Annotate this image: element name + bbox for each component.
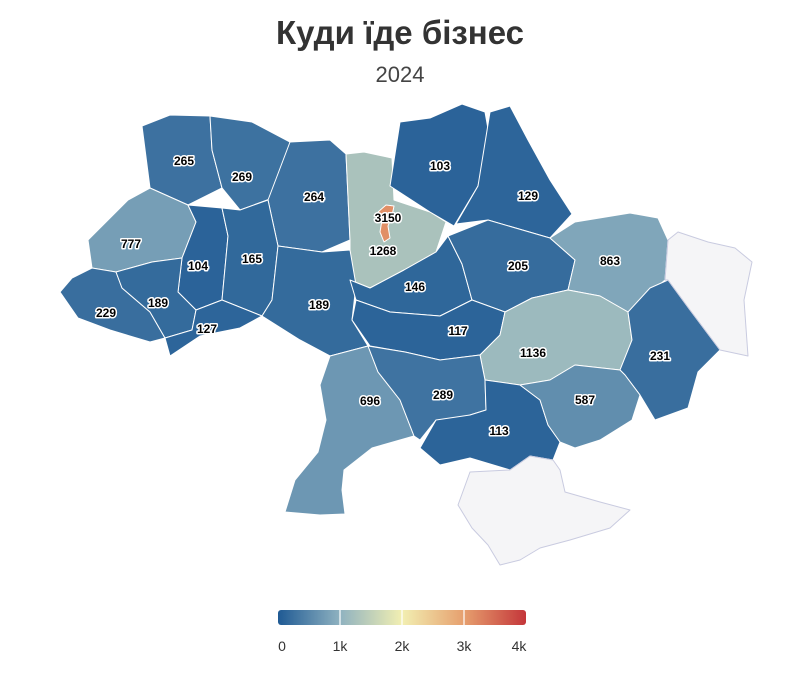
region-value-label-mykolaiv: 289 [433,388,453,402]
color-legend: 0 1k 2k 3k 4k [278,610,528,654]
region-value-label-kyiv-city: 3150 [375,211,402,225]
region-value-label-ivano-frankivsk: 189 [148,296,168,310]
region-sumy [455,105,573,239]
legend-tick: 0 [278,638,286,654]
region-value-label-kirovohrad: 117 [448,324,468,338]
region-value-label-lviv: 777 [121,237,141,251]
region-value-label-cherkasy: 146 [405,280,425,294]
region-crimea [457,455,631,566]
legend-tick: 1k [333,638,349,654]
region-value-label-ternopil: 104 [188,259,208,273]
region-value-label-rivne: 269 [232,170,252,184]
region-value-label-vinnytsia: 189 [309,298,329,312]
region-value-label-khmelnytskyi: 165 [242,252,262,266]
region-value-label-volyn: 265 [174,154,194,168]
region-value-label-kherson: 113 [489,424,509,438]
region-value-label-donetsk: 231 [650,349,670,363]
region-kyiv-city [377,204,395,243]
region-value-label-odesa: 696 [360,394,380,408]
region-value-label-sumy: 129 [518,189,538,203]
legend-tick: 4k [512,638,528,654]
chart-subtitle: 2024 [375,62,425,87]
region-value-label-zaporizhzhia: 587 [575,393,595,407]
chart-title: Куди їде бізнес [276,14,524,51]
region-value-label-kharkiv: 863 [600,254,620,268]
region-chernivtsi [164,299,263,357]
region-value-label-chernivtsi: 127 [197,322,217,336]
region-value-label-poltava: 205 [508,259,528,273]
ukraine-choropleth-map: 265 269 264 1268 103 129 777 104 165 189 146 205 863… [59,103,753,566]
region-value-label-zakarpattia: 229 [96,306,116,320]
region-value-label-kyiv-oblast: 1268 [370,244,397,258]
region-value-label-zhytomyr: 264 [304,190,324,204]
legend-tick: 2k [395,638,411,654]
region-value-label-dnipropetrovsk: 1136 [520,346,546,360]
region-value-label-chernihiv: 103 [430,159,450,173]
legend-tick: 3k [457,638,473,654]
region-luhansk [664,231,753,357]
region-zaporizhzhia [519,364,641,449]
